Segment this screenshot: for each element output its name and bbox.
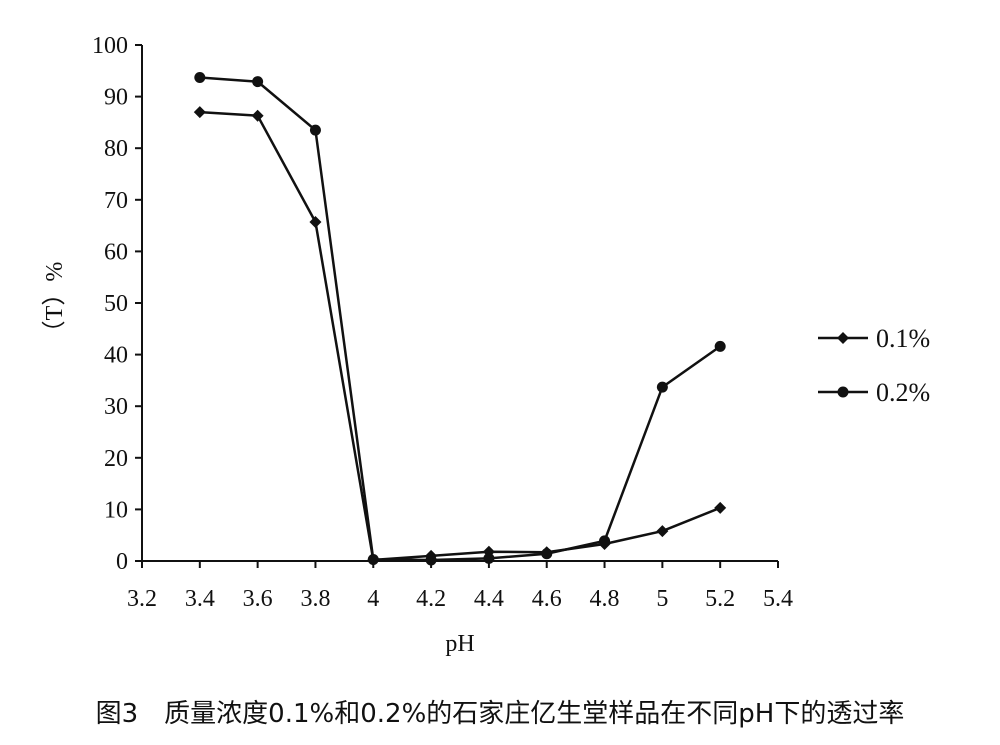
data-point: [425, 554, 437, 566]
x-tick-label: 4.4: [474, 586, 504, 612]
x-tick-label: 3.6: [243, 586, 273, 612]
figure-caption: 图3 质量浓度0.1%和0.2%的石家庄亿生堂样品在不同pH下的透过率: [96, 699, 905, 729]
y-tick-label: 90: [104, 85, 128, 111]
y-tick-label: 50: [104, 291, 128, 317]
data-point: [714, 501, 727, 514]
data-point: [251, 109, 264, 122]
x-tick-label: 3.4: [185, 586, 215, 612]
legend-item: 0.1%: [818, 324, 930, 353]
y-tick-label: 100: [92, 33, 128, 59]
y-axis-title: （T）%: [42, 262, 68, 345]
y-tick-label: 20: [104, 446, 128, 472]
data-point: [714, 340, 726, 352]
y-tick-label: 0: [116, 549, 128, 575]
x-tick-label: 5.4: [763, 586, 793, 612]
data-point: [541, 548, 553, 560]
x-tick-label: 4.2: [416, 586, 446, 612]
x-tick-label: 5.2: [705, 586, 735, 612]
y-tick-label: 80: [104, 136, 128, 162]
x-axis-title: pH: [445, 631, 474, 657]
x-tick-label: 4.6: [532, 586, 562, 612]
legend-item: 0.2%: [818, 378, 930, 407]
y-tick-label: 40: [104, 343, 128, 369]
data-point: [367, 553, 379, 565]
data-point: [252, 76, 264, 88]
data-point: [483, 552, 495, 564]
x-tick-label: 5: [656, 586, 668, 612]
series-1: [193, 106, 727, 566]
axes: [141, 45, 778, 562]
y-tick-label: 70: [104, 188, 128, 214]
data-point: [193, 106, 206, 119]
x-tick-label: 4: [367, 586, 379, 612]
legend: 0.1% 0.2%: [818, 324, 930, 407]
legend-label: 0.1%: [876, 324, 930, 353]
series-line: [199, 76, 721, 562]
legend-marker: [837, 332, 849, 344]
y-tick-label: 60: [104, 239, 128, 265]
data-point: [599, 535, 611, 547]
series-layer: [193, 72, 727, 566]
data-point: [309, 124, 321, 136]
y-ticks: 0 10 20 30 40 50 60 70 80 90 100: [92, 33, 142, 575]
data-point: [656, 381, 668, 393]
y-tick-label: 10: [104, 497, 128, 523]
legend-label: 0.2%: [876, 378, 930, 407]
x-tick-label: 3.8: [300, 586, 330, 612]
series-line: [199, 110, 721, 562]
data-point: [194, 72, 206, 84]
x-ticks: 3.2 3.4 3.6 3.8 4 4.2 4.4 4.6 4.8 5 5.2 5.4: [127, 561, 793, 612]
series-2: [194, 72, 726, 566]
legend-marker: [837, 386, 849, 398]
data-point: [656, 525, 669, 538]
x-tick-label: 4.8: [590, 586, 620, 612]
x-tick-label: 3.2: [127, 586, 157, 612]
y-tick-label: 30: [104, 394, 128, 420]
data-point: [309, 215, 322, 228]
